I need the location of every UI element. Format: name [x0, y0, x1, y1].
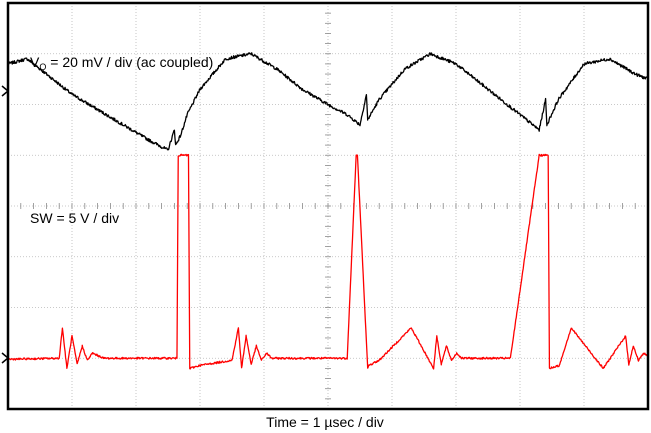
- ch1-label: VO = 20 mV / div (ac coupled): [30, 54, 213, 72]
- ch2-ground-marker: [1, 352, 10, 364]
- series-sw-trace: [7, 153, 649, 370]
- ch1-ground-marker: [1, 85, 10, 97]
- waveform-traces: [7, 52, 649, 370]
- axis-ticks: [20, 12, 636, 400]
- ch1-label-main: V: [30, 54, 40, 70]
- ch1-label-sub: O: [39, 62, 46, 72]
- ch2-label: SW = 5 V / div: [30, 210, 119, 226]
- x-axis-label: Time = 1 µsec / div: [266, 414, 384, 430]
- ch1-label-rest: = 20 mV / div (ac coupled): [46, 54, 213, 70]
- series-vo-trace: [7, 52, 649, 151]
- plot-frame: [6, 1, 650, 411]
